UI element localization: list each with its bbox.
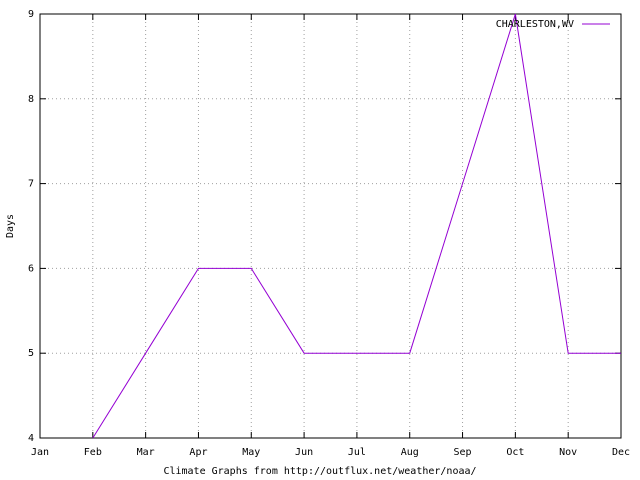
x-tick-label: Dec xyxy=(612,447,630,458)
y-tick-label: 6 xyxy=(28,263,34,274)
x-tick-label: Jul xyxy=(348,447,366,458)
x-tick-label: Nov xyxy=(559,447,577,458)
x-tick-label: May xyxy=(242,447,260,458)
x-axis-label: Climate Graphs from http://outflux.net/w… xyxy=(163,466,476,477)
x-tick-label: Oct xyxy=(506,447,524,458)
data-line xyxy=(92,13,621,439)
x-tick-label: Mar xyxy=(137,447,155,458)
x-tick-label: Feb xyxy=(84,447,102,458)
x-tick-label: Aug xyxy=(401,447,419,458)
y-tick-label: 9 xyxy=(28,9,34,20)
x-tick-label: Apr xyxy=(189,447,207,458)
x-tick-label: Jun xyxy=(295,447,313,458)
x-tick-label: Sep xyxy=(454,447,472,458)
y-tick-label: 4 xyxy=(28,433,34,444)
y-tick-label: 8 xyxy=(28,94,34,105)
plot-frame xyxy=(39,13,622,439)
y-tick-label: 5 xyxy=(28,348,34,359)
y-axis-label: Days xyxy=(5,214,16,238)
x-tick-label: Jan xyxy=(31,447,49,458)
y-tick-label: 7 xyxy=(28,179,34,190)
legend-label: CHARLESTON,WV xyxy=(496,19,574,30)
